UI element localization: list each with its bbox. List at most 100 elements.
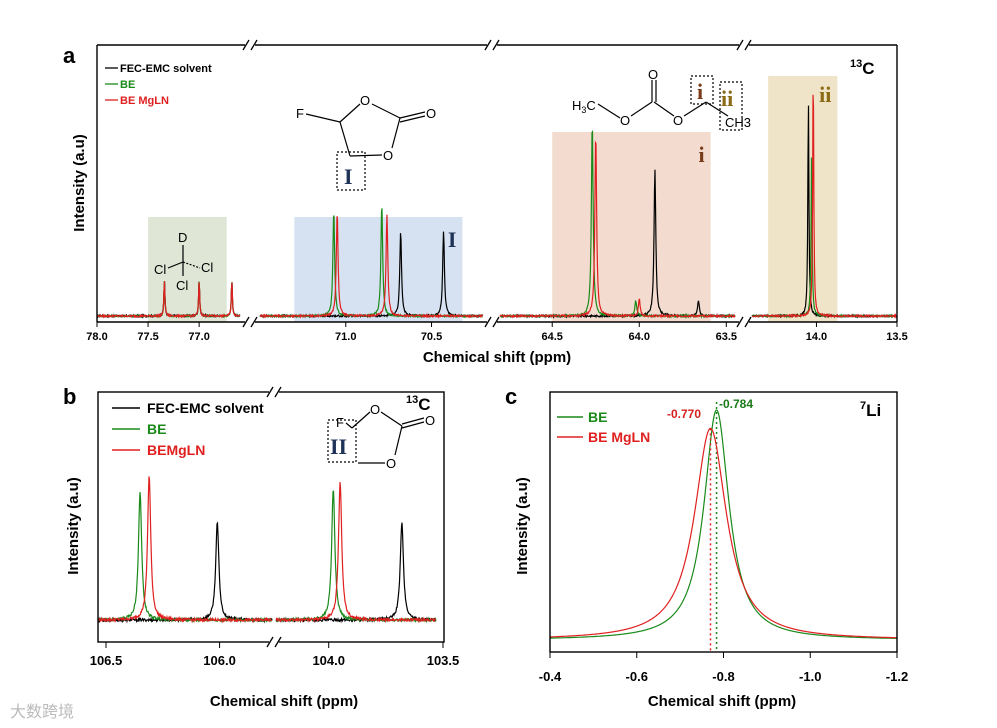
axis-break — [266, 386, 282, 398]
spectrum-line-fec-emc-solvent — [275, 522, 437, 624]
panel-c-nucleus-symbol: Li — [866, 401, 881, 420]
fec-carbon-ii-label: II — [330, 434, 347, 459]
fec-bond — [351, 411, 371, 429]
emc-bond — [630, 101, 653, 117]
panel-b-tick-labels: 106.5 106.0 104.0 103.5 — [90, 653, 460, 668]
emc-carbon-i-box — [690, 75, 714, 105]
axis-break-mask — [269, 387, 279, 397]
axis-break-slash — [484, 39, 492, 51]
panel-a-nucleus-mass: 13 — [850, 58, 862, 70]
x-tick-label: 103.5 — [427, 653, 460, 668]
axis-break-mask — [739, 40, 749, 50]
region-label: ii — [819, 82, 831, 107]
fec-f-atom: F — [296, 106, 304, 121]
fec-bond — [394, 425, 403, 456]
panel-c-axes — [549, 391, 898, 658]
panel-b-letter: b — [63, 384, 76, 409]
panel-c-nucleus-mass: 7 — [860, 400, 866, 412]
fec-bond — [339, 121, 351, 157]
legend-label-bemgln: BEMgLN — [147, 442, 205, 458]
axis-break-slash — [492, 316, 500, 328]
fec-o-atom: O — [360, 93, 370, 108]
fec-o-atom: O — [425, 413, 435, 428]
shaded-region — [148, 217, 227, 322]
legend-label-be-mgln: BE MgLN — [588, 429, 650, 445]
fec-molecule-a: F O O O I — [296, 93, 436, 191]
axis-break — [242, 316, 258, 328]
panel-c-tick-labels: -0.4 -0.6 -0.8 -1.0 -1.2 — [539, 669, 908, 684]
fec-bond — [345, 422, 353, 429]
fec-o-atom: O — [386, 456, 396, 471]
axis-break-slash — [266, 386, 274, 398]
spectrum-line-be — [275, 490, 437, 624]
panel-b-nucleus-mass: 13 — [406, 394, 418, 406]
axis-break-slash — [744, 316, 752, 328]
emc-molecule: H3C O O O CH3 i ii — [572, 67, 751, 131]
panel-a-ylabel: Intensity (a.u) — [71, 134, 88, 232]
x-tick-label: -0.6 — [626, 669, 648, 684]
axis-break — [266, 636, 282, 648]
watermark: 大数跨境 — [10, 702, 74, 721]
panel-c-xlabel: Chemical shift (ppm) — [648, 693, 796, 710]
axis-break-slash — [250, 316, 258, 328]
axis-break — [242, 39, 258, 51]
shaded-region — [552, 132, 711, 322]
x-tick-label: 63.5 — [716, 331, 737, 343]
fec-bond — [401, 417, 425, 425]
axis-break-slash — [492, 39, 500, 51]
x-tick-label: -0.8 — [712, 669, 734, 684]
x-tick-label: 13.5 — [886, 331, 907, 343]
x-tick-label: 104.0 — [312, 653, 345, 668]
spectrum-line-be — [550, 409, 897, 640]
panel-b-nucleus: 13C — [406, 394, 431, 414]
emc-carbon-i-label: i — [697, 79, 703, 104]
fec-molecule-b: F O O O II — [327, 402, 435, 471]
fec-carbon-ii-box — [327, 419, 357, 463]
panel-b-ylabel: Intensity (a.u) — [65, 477, 82, 575]
panel-a-axes — [96, 39, 898, 328]
fec-o-atom: O — [383, 148, 393, 163]
fec-bond — [391, 117, 401, 149]
x-tick-label: 70.5 — [421, 331, 442, 343]
axis-break-mask — [487, 317, 497, 327]
spectrum-line-bemgln — [275, 482, 437, 624]
x-tick-label: 71.0 — [335, 331, 356, 343]
x-tick-label: 77.5 — [137, 331, 158, 343]
x-tick-label: 106.5 — [90, 653, 123, 668]
panel-b: b 106.5 106.0 104.0 103.5 Chemical shift (p… — [63, 384, 459, 710]
cdcl3-cl-atom: Cl — [154, 262, 166, 277]
fec-bond — [371, 103, 401, 119]
legend-label-be: BE — [588, 409, 607, 425]
region-label: i — [699, 142, 705, 167]
emc-o-atom: O — [648, 67, 658, 82]
spectrum-line-fec-emc-solvent — [97, 521, 273, 624]
x-tick-label: 78.0 — [86, 331, 107, 343]
fec-bond — [380, 411, 403, 427]
axis-break — [484, 316, 500, 328]
emc-bond — [597, 103, 621, 119]
panel-b-xlabel: Chemical shift (ppm) — [210, 693, 358, 710]
fec-o-atom: O — [370, 402, 380, 417]
panel-a-legend: FEC-EMC solvent BE BE MgLN — [105, 63, 212, 107]
spectrum-line-be-mgln — [751, 94, 898, 320]
fec-bond — [399, 111, 426, 119]
panel-a-tick-labels: 78.0 77.5 77.0 71.0 70.5 64.5 64.0 63.5 14.0 13.5 — [86, 331, 907, 343]
legend-label-fec-emc: FEC-EMC solvent — [120, 63, 212, 75]
shaded-region — [768, 76, 838, 322]
axis-break-slash — [744, 39, 752, 51]
panel-c-series — [550, 402, 897, 652]
axis-break-slash — [274, 386, 282, 398]
panel-a-nucleus-symbol: C — [862, 59, 874, 78]
panel-b-legend: FEC-EMC solvent BE BEMgLN — [112, 400, 264, 458]
legend-label-fec-emc: FEC-EMC solvent — [147, 400, 264, 416]
axis-break — [736, 316, 752, 328]
cdcl3-cl-atom: Cl — [201, 260, 213, 275]
annotation-be-shift: -0.784 — [719, 397, 753, 411]
spectrum-line-be-mgln — [550, 427, 897, 639]
spectrum-line-be — [97, 492, 273, 624]
emc-ch3-right: CH3 — [725, 115, 751, 130]
emc-h-subscript: 3 — [581, 105, 586, 115]
axis-break — [484, 39, 500, 51]
legend-label-be-mgln: BE MgLN — [120, 95, 169, 107]
